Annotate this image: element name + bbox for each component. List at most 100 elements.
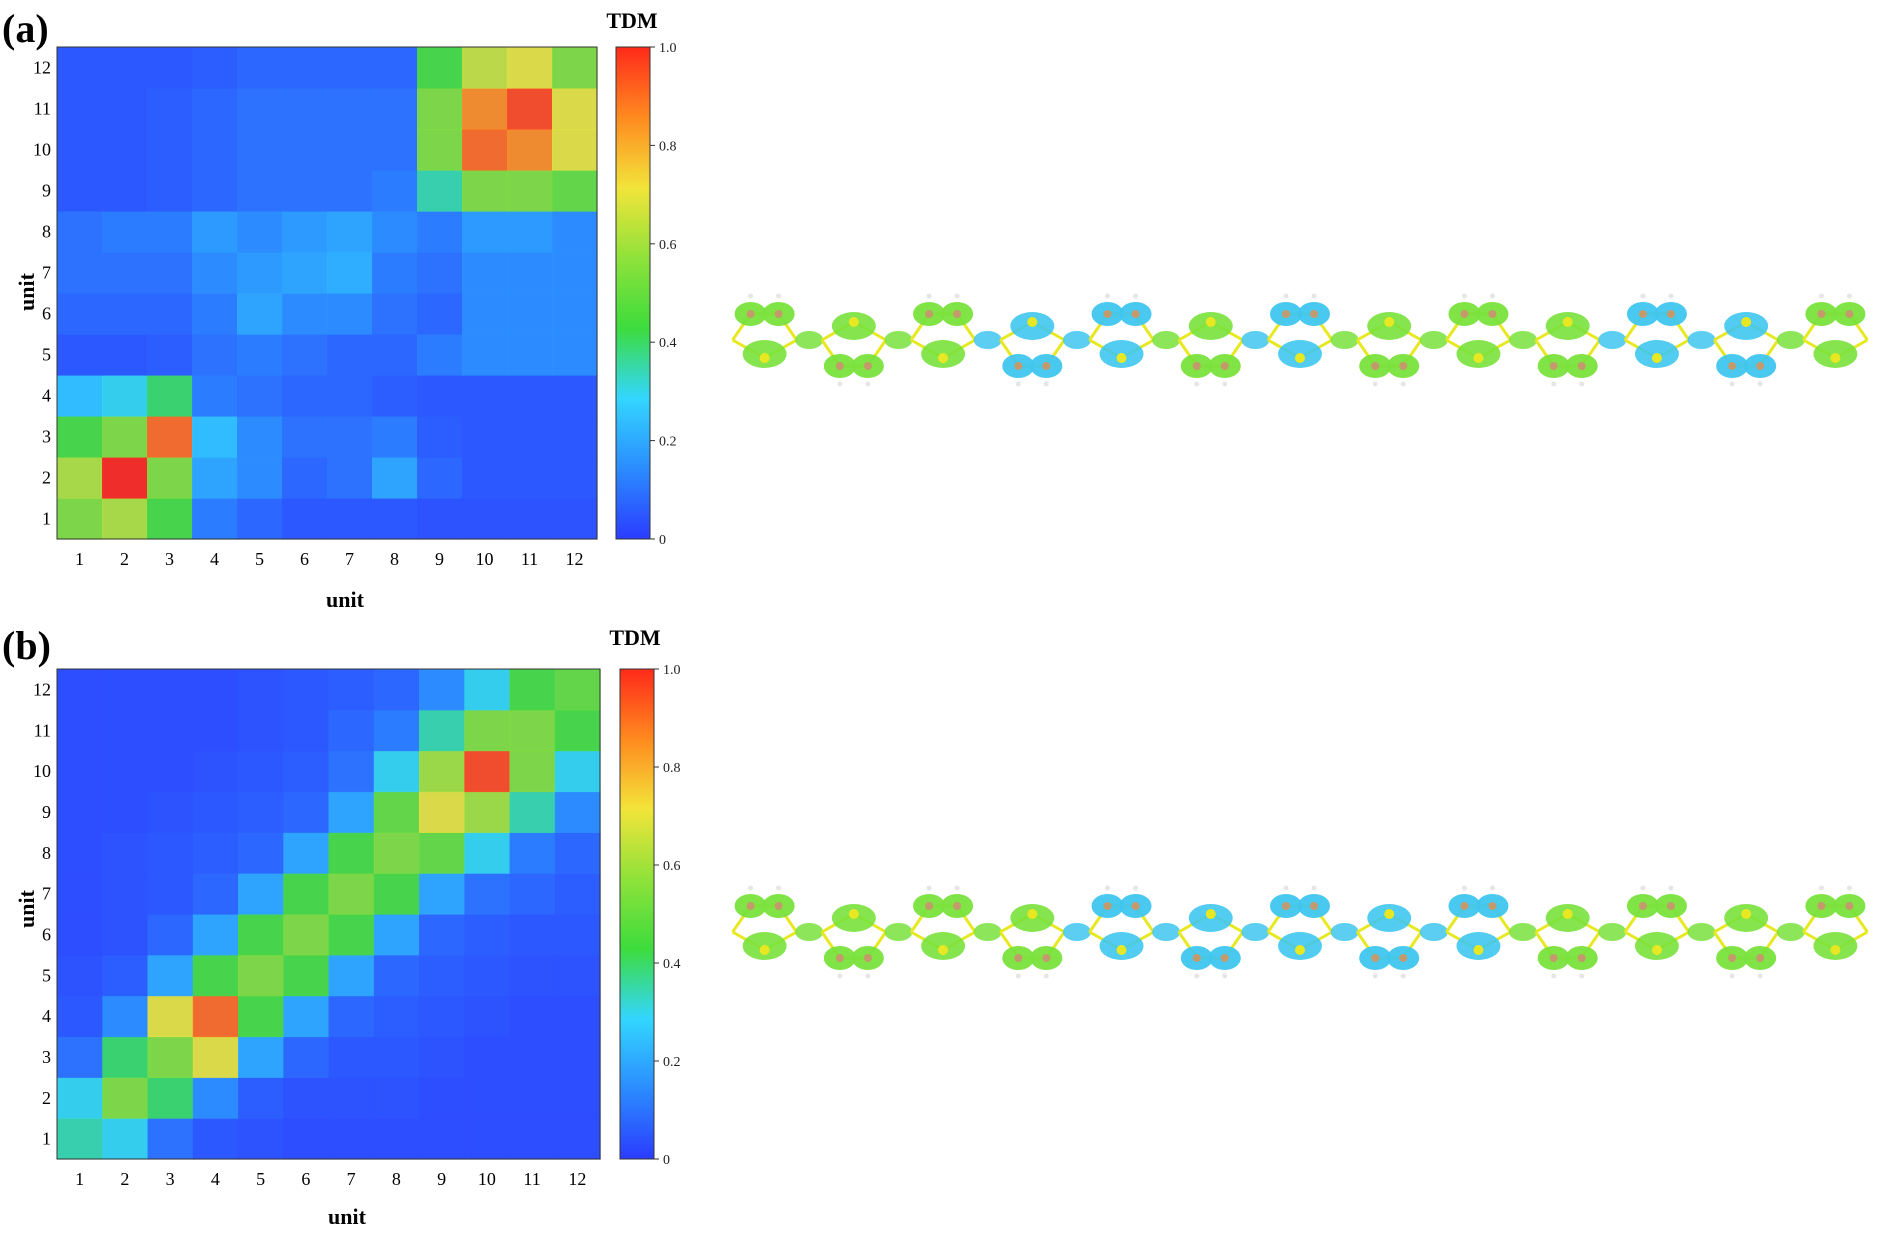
heatmap-cell [147,129,193,171]
heatmap-cell [509,1077,556,1119]
heatmap-cell [327,252,373,294]
heatmap-cell [417,252,463,294]
heatmap-cell [372,498,418,540]
carbon-atom [1488,902,1497,910]
hydrogen-atom [1846,885,1852,891]
hydrogen-atom [1640,885,1646,891]
heatmap-cells [56,668,601,1160]
heatmap-cell [102,791,149,833]
heatmap-cell [283,914,330,956]
orbital-lobe [795,331,824,349]
y-tick-label: 1 [42,1129,51,1149]
heatmap-cell [419,914,465,956]
x-tick-label: 6 [300,549,309,569]
heatmap-cell [554,832,601,874]
y-tick-label: 1 [42,509,51,529]
carbon-atom [1845,310,1854,318]
orbital-lobe [1419,923,1448,941]
carbon-atom [1282,310,1290,318]
heatmap-cell [57,252,103,294]
heatmap-cell [192,750,239,793]
heatmap-cell [554,791,601,833]
heatmap-cell [57,416,103,458]
heatmap-cell [554,1036,601,1078]
carbon-atom [1282,902,1290,910]
heatmap-cell [192,293,238,335]
y-tick-label: 10 [33,140,51,160]
colorbar: 0 0.2 0.4 0.6 0.8 1.0 [615,41,677,548]
y-tick-label: 12 [33,58,51,78]
carbon-atom [746,902,755,910]
carbon-atom [1042,362,1051,370]
heatmap-cell [147,416,193,458]
heatmap-cell [507,211,553,253]
heatmap-cell [57,334,103,376]
orbital-lobe [973,923,1002,941]
colorbar-gradient [619,668,655,1160]
heatmap-cell [552,170,598,212]
heatmap-cell [102,293,148,335]
heatmap-cell [327,334,373,376]
heatmap-cell [552,375,598,417]
sulfur-atom [1473,353,1484,363]
heatmap-cell [373,709,420,752]
sulfur-atom [759,945,770,955]
carbon-atom [863,362,872,370]
hydrogen-atom [1551,973,1557,979]
heatmap-cell [554,1077,601,1119]
heatmap-cell [283,995,330,1038]
hydrogen-atom [1283,293,1289,299]
heatmap-cell [57,995,103,1038]
x-tick-label: 11 [523,1169,540,1189]
heatmap-cell [464,995,511,1038]
heatmap-cell [192,252,238,294]
hydrogen-atom [926,293,932,299]
orbital-lobe [1330,331,1359,349]
heatmap-cell [419,791,465,833]
carbon-atom [1131,310,1140,318]
heatmap-cell [372,293,418,335]
carbon-atom [1131,902,1140,910]
orbital-lobe [1598,923,1627,941]
sulfur-atom [1295,353,1305,363]
carbon-atom [1638,902,1647,910]
heatmap-cell [238,1118,284,1160]
x-tick-label: 9 [435,549,444,569]
heatmap-cell [462,47,508,89]
heatmap-cell [552,416,598,458]
orbital-lobe [1062,923,1091,941]
heatmap-cell [373,1036,420,1078]
heatmap-cell [237,375,283,417]
heatmap-cell [282,416,328,458]
heatmap-cell [372,47,418,89]
heatmap-cell [554,995,601,1038]
hydrogen-atom [1846,293,1852,299]
heatmap-cell [102,954,149,997]
heatmap-cell [417,129,463,171]
heatmap-cell [372,375,418,417]
y-tick-label: 2 [42,1088,51,1108]
heatmap-cell [282,498,328,540]
heatmap-cell [327,47,373,89]
heatmap-cell [102,457,148,499]
heatmap-cell [102,669,149,711]
heatmap-cell [462,293,508,335]
heatmap-cell [419,1036,465,1078]
heatmap-cell [507,293,553,335]
heatmap-cell [419,750,465,793]
heatmap-cell [57,1036,103,1078]
heatmap-cell [373,954,420,997]
heatmap-cell [57,750,103,793]
colorbar-tick-label: 0.6 [663,859,681,874]
sulfur-atom [1027,317,1038,327]
carbon-atom [1399,362,1408,370]
panel-b: (b) TDM unit unit 1 2 3 4 5 6 7 8 9 10 11 12 1 2 3 4 5 6 7… [0,617,1890,1233]
heatmap-cell [328,1118,375,1160]
heatmap-cell [102,1118,149,1160]
heatmap-cell [237,252,283,294]
hydrogen-atom [748,885,754,891]
heatmap-cell [419,709,465,752]
heatmap-cell [237,129,283,171]
carbon-atom [1220,362,1229,370]
